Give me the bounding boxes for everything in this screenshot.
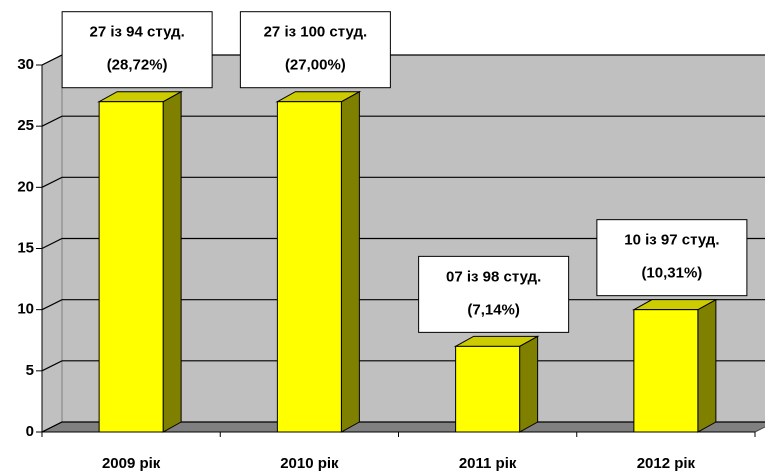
y-tick-label: 25 xyxy=(17,117,34,134)
data-label-box xyxy=(596,219,748,297)
x-tick-label: 2009 рік xyxy=(102,455,161,472)
bar xyxy=(276,101,342,433)
data-label-box xyxy=(239,11,391,89)
data-label: 27 із 94 студ. xyxy=(90,24,185,41)
y-tick-label: 10 xyxy=(17,301,34,318)
data-label: (10,31%) xyxy=(641,265,702,282)
bar-side xyxy=(162,90,182,433)
data-label-box xyxy=(418,255,570,333)
x-tick-label: 2010 рік xyxy=(280,455,339,472)
data-label: 10 із 97 студ. xyxy=(624,232,719,249)
grid-line xyxy=(41,176,765,188)
data-label: 07 із 98 студ. xyxy=(446,268,541,285)
data-label: (27,00%) xyxy=(285,57,346,74)
data-label: 27 із 100 студ. xyxy=(264,24,368,41)
y-tick-label: 30 xyxy=(17,56,34,73)
y-tick-label: 20 xyxy=(17,178,34,195)
data-label: (7,14%) xyxy=(467,301,520,318)
bar xyxy=(455,345,521,433)
data-label-box xyxy=(61,11,213,89)
x-tick-label: 2012 рік xyxy=(637,455,696,472)
y-tick-label: 5 xyxy=(26,362,34,379)
bar xyxy=(98,101,164,433)
bar xyxy=(633,309,699,433)
grid-line xyxy=(41,237,765,250)
grid-line xyxy=(41,115,765,127)
bar-side xyxy=(519,335,539,433)
y-tick-label: 15 xyxy=(17,239,34,256)
y-tick-label: 0 xyxy=(26,423,34,440)
bar-side xyxy=(340,90,360,433)
data-label: (28,72%) xyxy=(107,57,168,74)
x-tick-label: 2011 рік xyxy=(459,455,517,472)
bar-side xyxy=(697,298,717,433)
